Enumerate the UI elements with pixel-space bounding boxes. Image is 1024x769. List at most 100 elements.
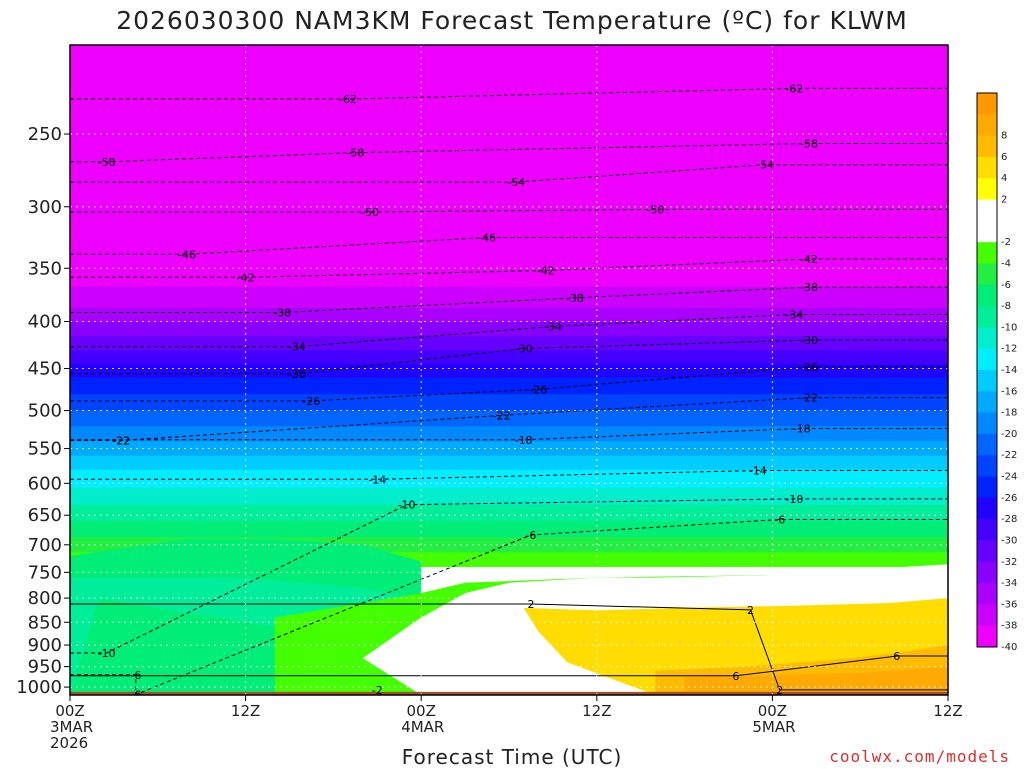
isotherm-line (70, 258, 948, 278)
temperature-band (70, 301, 948, 309)
colorbar-swatch (977, 370, 997, 392)
x-tick-date-label: 3MAR (50, 718, 93, 736)
contour-label: -50 (361, 206, 379, 219)
colorbar-label: -18 (1001, 408, 1017, 419)
colorbar-swatch (977, 327, 997, 350)
temperature-band (70, 213, 948, 221)
y-tick-label: 300 (28, 197, 62, 218)
temperature-band (70, 509, 948, 514)
warm-layer-6 (684, 666, 948, 695)
x-tick-date-label: 5MAR (752, 718, 795, 736)
temperature-band (70, 164, 948, 173)
y-tick-label: 550 (28, 439, 62, 460)
contour-label: -46 (178, 248, 196, 261)
temperature-band (70, 478, 948, 484)
contour-label: 6 (732, 670, 739, 683)
temperature-band (70, 179, 948, 185)
contour-label: -10 (98, 647, 116, 660)
x-tick-label: 00Z (758, 702, 787, 720)
colorbar-swatch (977, 540, 997, 563)
temperature-band (70, 487, 948, 493)
temperature-band (70, 368, 948, 374)
temperature-band (70, 377, 948, 384)
temperature-band (70, 544, 948, 550)
temperature-band (70, 533, 948, 538)
site-credit: coolwx.com/models (829, 747, 1010, 766)
temperature-band (70, 109, 948, 119)
x-tick-label: 12Z (231, 702, 260, 720)
y-tick-label: 600 (28, 473, 62, 494)
contour-label: -62 (339, 93, 357, 106)
contour-label: -30 (800, 334, 818, 347)
isotherm-line (70, 208, 948, 213)
contour-label: -6 (525, 529, 536, 542)
temperature-band (70, 100, 948, 110)
contour-label: -6 (774, 514, 785, 527)
isotherm-line (70, 87, 948, 100)
y-tick-label: 750 (28, 562, 62, 583)
temperature-band (70, 474, 948, 480)
contour-label: -2 (372, 684, 383, 697)
isotherm-line (70, 498, 948, 654)
temperature-band (70, 268, 948, 275)
colorbar-label: -32 (1001, 557, 1017, 568)
contour-label: -34 (544, 320, 562, 333)
temperature-band (70, 548, 948, 553)
colorbar-frame (976, 92, 998, 648)
temperature-band (70, 517, 948, 522)
temperature-band (70, 540, 948, 546)
contour-label: -38 (800, 281, 818, 294)
temperature-band (70, 492, 948, 497)
isotherm-line (70, 143, 948, 163)
temperature-band (70, 450, 948, 457)
temperature-features (70, 539, 948, 695)
temperature-band (70, 141, 948, 151)
colorbar-swatch (977, 604, 997, 627)
contour-label: -22 (493, 409, 511, 422)
temperature-band (70, 226, 948, 234)
temperature-band (70, 388, 948, 395)
temperature-band (70, 436, 948, 442)
temperature-band (70, 326, 948, 332)
contour-label: -42 (800, 253, 818, 266)
temperature-band (70, 483, 948, 489)
temperature-band (70, 350, 948, 356)
ground (70, 691, 948, 695)
temperature-band (70, 172, 948, 180)
contour-label: -38 (273, 306, 291, 319)
temperature-band (70, 345, 948, 351)
contour-labels: -62-62-58-58-58-54-54-50 -50-46-46-42-42-… (98, 82, 901, 697)
colorbar-label: -8 (1001, 301, 1011, 312)
contour-label: -54 (756, 159, 774, 172)
temperature-band (70, 83, 948, 93)
colorbar-swatch (977, 284, 997, 307)
contour-label: -46 (478, 231, 496, 244)
temperature-band (70, 496, 948, 502)
y-tick-label: 650 (28, 505, 62, 526)
plot-frame (69, 44, 949, 696)
temperature-band (70, 250, 948, 258)
temperature-band (70, 426, 948, 432)
temperature-band (70, 415, 948, 422)
isotherm-line (70, 603, 948, 691)
contour-label: -58 (98, 156, 116, 169)
contour-label: 2 (776, 684, 783, 697)
isotherm-contours (70, 87, 948, 695)
colorbar-swatch (977, 135, 997, 158)
isotherm-line (70, 164, 948, 183)
x-axis-label: Forecast Time (UTC) (401, 745, 623, 769)
colorbar-swatch (977, 348, 997, 371)
temperature-band (70, 314, 948, 323)
colorbar-swatch (977, 263, 997, 286)
colorbar-label: -30 (1001, 535, 1017, 546)
isotherm-line (70, 237, 948, 255)
grid-lines (70, 45, 948, 695)
x-tick-label: 00Z (55, 702, 84, 720)
y-tick-label: 400 (28, 312, 62, 333)
temperature-band (70, 134, 948, 143)
contour-label: 2 (747, 604, 754, 617)
y-tick-label: 950 (28, 657, 62, 678)
colorbar-label: -14 (1001, 365, 1017, 376)
temperature-band (70, 149, 948, 158)
